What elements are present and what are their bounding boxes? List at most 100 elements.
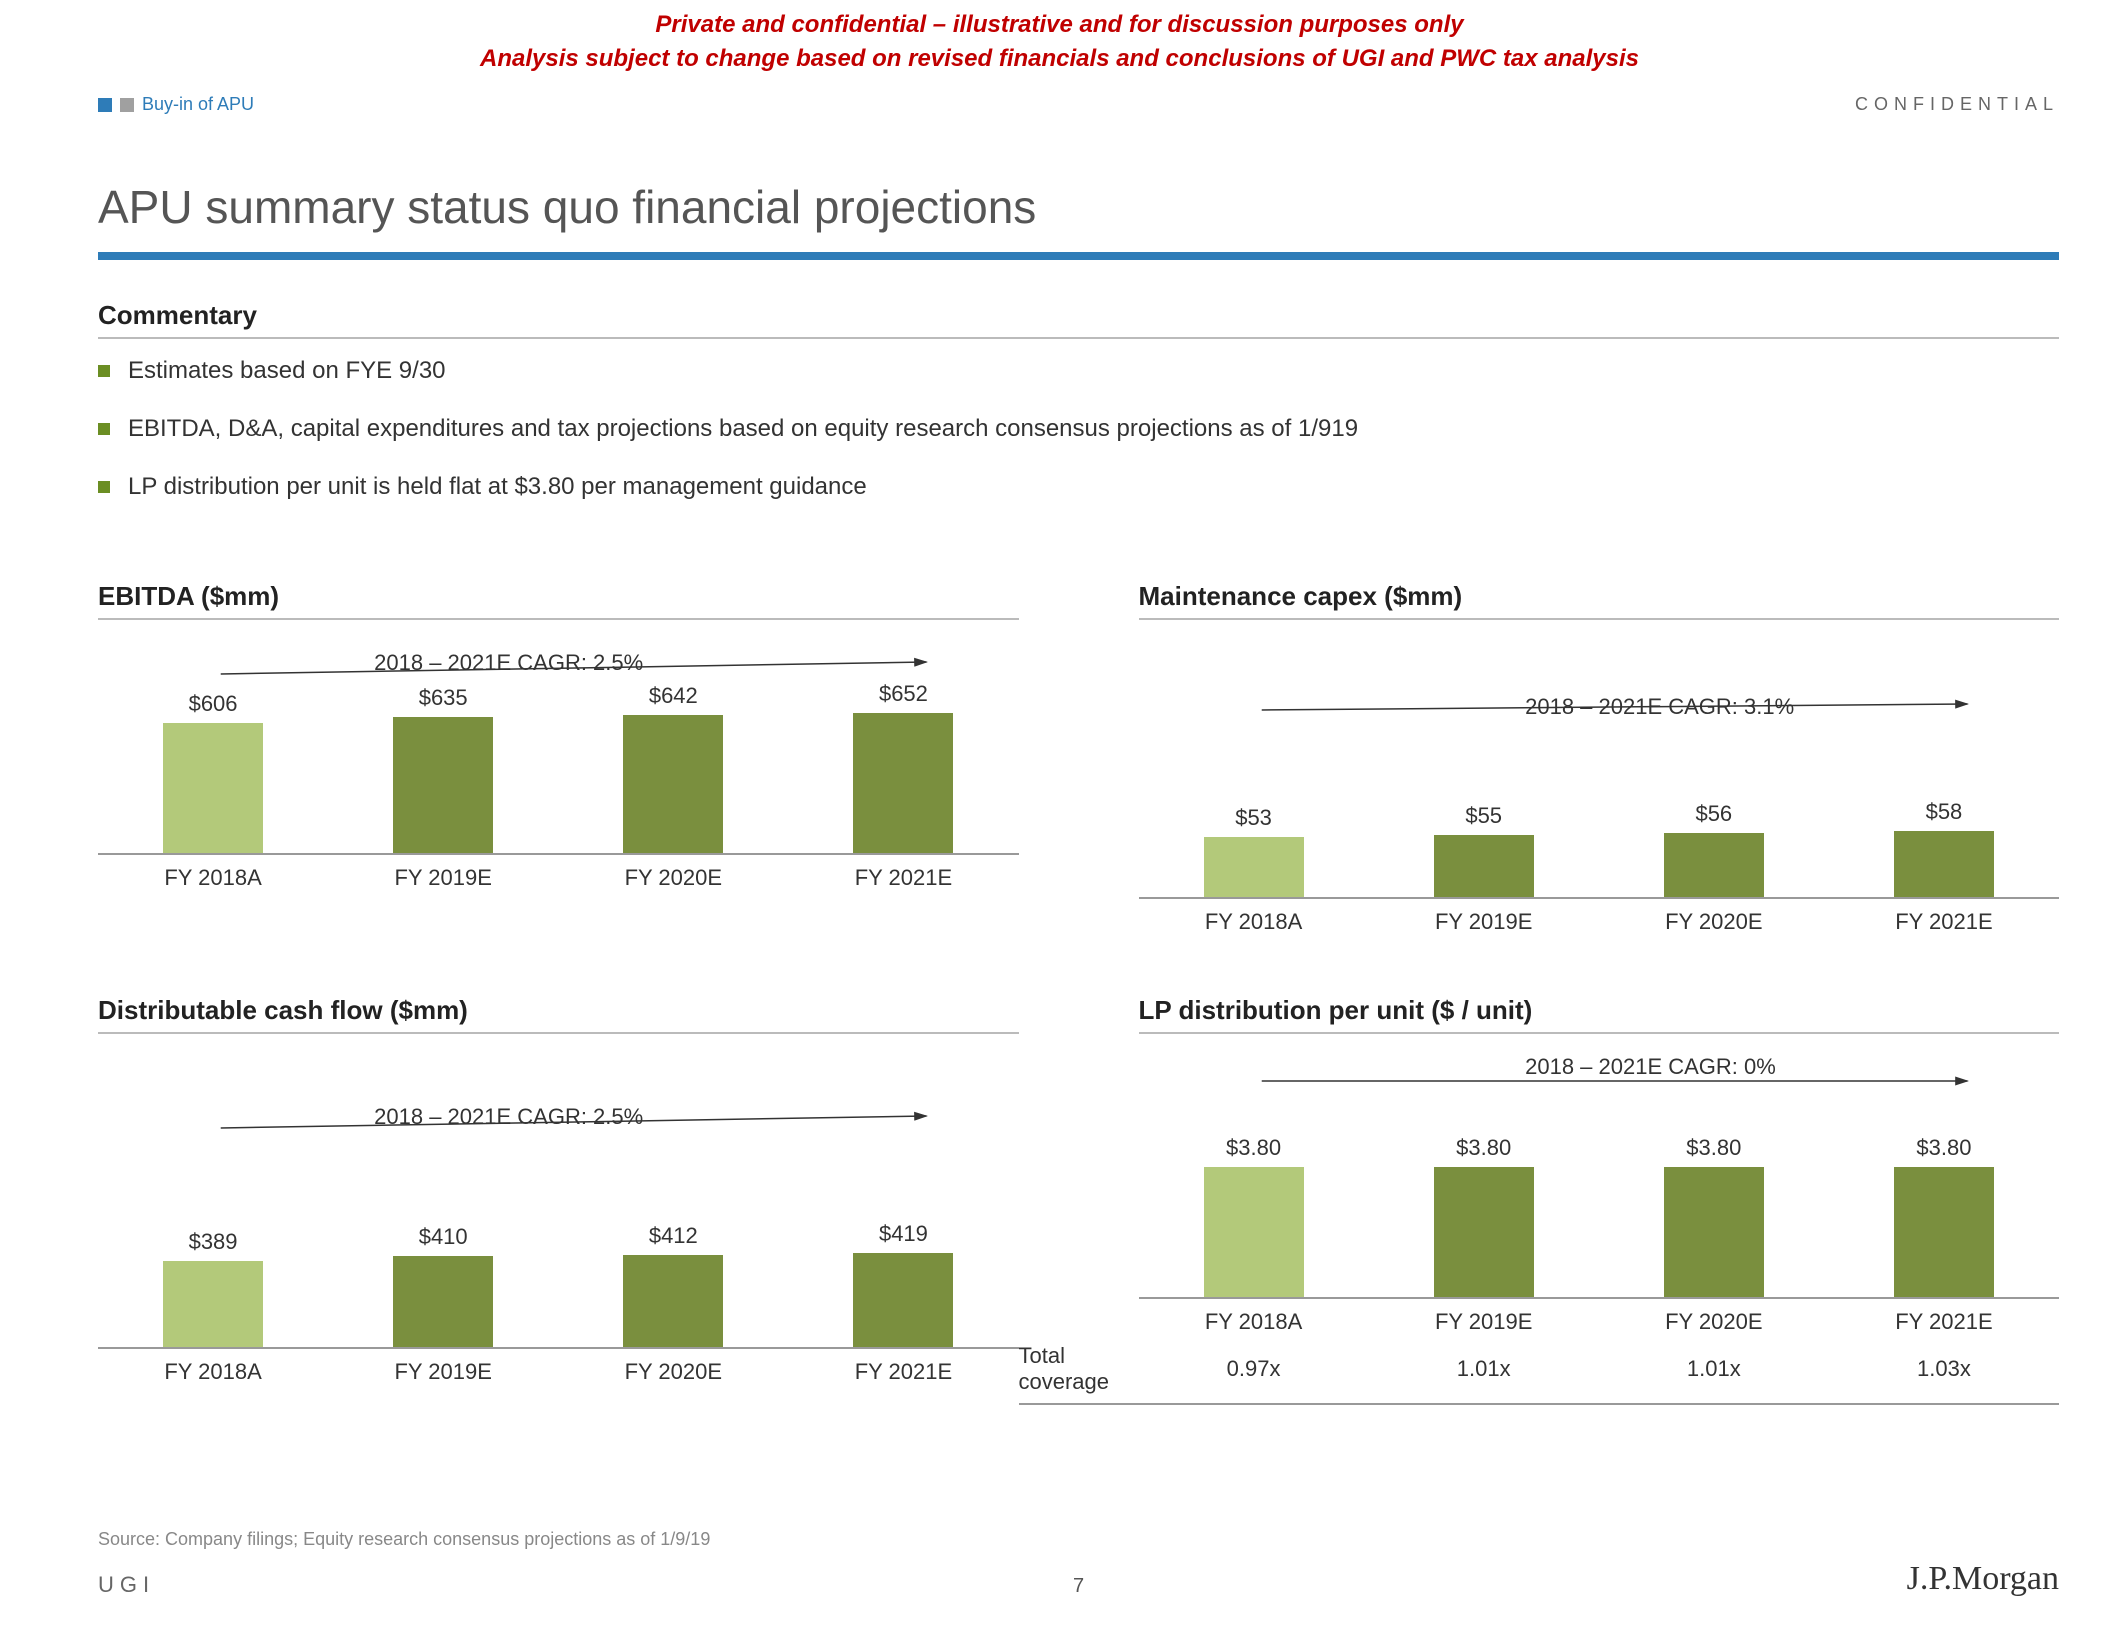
x-axis-labels: FY 2018A FY 2019E FY 2020E FY 2021E [98,1359,1019,1385]
coverage-label: Total coverage [1019,1343,1139,1395]
bars-area: $389 $410 $412 $419 [98,1149,1019,1349]
footer-left: UGI [98,1572,155,1598]
footer-right: J.P.Morgan [1907,1560,2059,1598]
chart-capex: Maintenance capex ($mm) 2018 – 2021E CAG… [1139,581,2060,935]
cagr-wrap: 2018 – 2021E CAGR: 2.5% [98,632,1019,690]
chart-lpdist: LP distribution per unit ($ / unit) 2018… [1139,995,2060,1405]
x-label: FY 2019E [1382,909,1585,935]
x-label: FY 2020E [572,1359,775,1385]
bar-value-label: $606 [189,691,238,717]
bar [393,717,493,853]
cagr-label: 2018 – 2021E CAGR: 0% [1525,1054,1776,1080]
bar [853,1253,953,1347]
bar-value-label: $410 [419,1224,468,1250]
bullet-item: Estimates based on FYE 9/30 [98,357,2059,385]
cagr-label: 2018 – 2021E CAGR: 3.1% [1525,694,1794,720]
bar [1434,1167,1534,1297]
bar [1894,831,1994,897]
disclaimer-line1: Private and confidential – illustrative … [0,8,2119,42]
bar-column: $412 [572,1223,775,1347]
bar-value-label: $3.80 [1226,1135,1281,1161]
x-label: FY 2020E [572,865,775,891]
bar-value-label: $412 [649,1223,698,1249]
commentary-bullets: Estimates based on FYE 9/30 EBITDA, D&A,… [98,357,2059,501]
bar-column: $3.80 [1843,1135,2046,1297]
x-label: FY 2018A [1152,909,1355,935]
breadcrumb-text: Buy-in of APU [142,94,254,115]
x-label: FY 2020E [1613,1309,1816,1335]
footer-line: UGI 7 J.P.Morgan [98,1560,2059,1598]
x-label: FY 2021E [1843,1309,2046,1335]
x-label: FY 2018A [112,1359,315,1385]
bar-value-label: $3.80 [1686,1135,1741,1161]
bar [393,1256,493,1347]
bar [1204,837,1304,897]
bar-value-label: $53 [1235,805,1272,831]
bullet-item: LP distribution per unit is held flat at… [98,473,2059,501]
slide-body: APU summary status quo financial project… [98,180,2059,1405]
cagr-wrap: 2018 – 2021E CAGR: 3.1% [1139,632,2060,734]
bar-column: $58 [1843,799,2046,897]
x-label: FY 2019E [342,865,545,891]
chart-title: Maintenance capex ($mm) [1139,581,2060,620]
bar [1204,1167,1304,1297]
breadcrumb-square-2 [120,98,134,112]
bars-area: $53 $55 $56 $58 [1139,739,2060,899]
x-label: FY 2019E [342,1359,545,1385]
page-number: 7 [1073,1575,1084,1598]
bar-column: $389 [112,1229,315,1347]
coverage-values: 0.97x1.01x1.01x1.03x [1139,1356,2060,1382]
bar-value-label: $55 [1465,803,1502,829]
bar-column: $419 [802,1221,1005,1347]
coverage-value: 0.97x [1152,1356,1355,1382]
bar-column: $635 [342,685,545,853]
footer: Source: Company filings; Equity research… [98,1529,2059,1598]
bar-column: $55 [1382,803,1585,897]
bars-area: $3.80 $3.80 $3.80 $3.80 [1139,1099,2060,1299]
bar-value-label: $58 [1926,799,1963,825]
bar-column: $3.80 [1152,1135,1355,1297]
topbar: Buy-in of APU CONFIDENTIAL [98,94,2059,115]
bar-value-label: $389 [189,1229,238,1255]
cagr-wrap: 2018 – 2021E CAGR: 0% [1139,1046,2060,1094]
bar [623,1255,723,1347]
x-label: FY 2020E [1613,909,1816,935]
bars-area: $606 $635 $642 $652 [98,695,1019,855]
chart-title: Distributable cash flow ($mm) [98,995,1019,1034]
x-axis-labels: FY 2018A FY 2019E FY 2020E FY 2021E [1139,909,2060,935]
coverage-value: 1.03x [1843,1356,2046,1382]
chart-title: LP distribution per unit ($ / unit) [1139,995,2060,1034]
x-label: FY 2021E [802,1359,1005,1385]
cagr-label: 2018 – 2021E CAGR: 2.5% [374,650,643,676]
x-axis-labels: FY 2018AFY 2019EFY 2020EFY 2021E [98,865,1019,891]
x-label: FY 2021E [802,865,1005,891]
x-label: FY 2018A [1152,1309,1355,1335]
x-label: FY 2021E [1843,909,2046,935]
bar-column: $410 [342,1224,545,1347]
coverage-row: Total coverage 0.97x1.01x1.01x1.03x [1019,1335,2060,1405]
x-label: FY 2019E [1382,1309,1585,1335]
chart-dcf: Distributable cash flow ($mm) 2018 – 202… [98,995,1019,1405]
breadcrumb-square-1 [98,98,112,112]
title-rule [98,252,2059,260]
bar-column: $53 [1152,805,1355,897]
page-title: APU summary status quo financial project… [98,180,2059,234]
bar [1434,835,1534,897]
disclaimer-line2: Analysis subject to change based on revi… [0,42,2119,76]
source-note: Source: Company filings; Equity research… [98,1529,2059,1550]
bar-value-label: $419 [879,1221,928,1247]
bullet-item: EBITDA, D&A, capital expenditures and ta… [98,415,2059,443]
bar [1664,833,1764,897]
commentary-heading: Commentary [98,300,2059,339]
chart-title: EBITDA ($mm) [98,581,1019,620]
bar-value-label: $3.80 [1916,1135,1971,1161]
bar-column: $642 [572,683,775,853]
bar-column: $3.80 [1613,1135,1816,1297]
x-axis-labels: FY 2018A FY 2019E FY 2020E FY 2021E [1139,1309,2060,1335]
coverage-value: 1.01x [1382,1356,1585,1382]
bar-column: $606 [112,691,315,853]
charts-grid: EBITDA ($mm) 2018 – 2021E CAGR: 2.5% $60… [98,581,2059,1405]
bar [853,713,953,853]
bar [163,723,263,853]
breadcrumb: Buy-in of APU [98,94,254,115]
